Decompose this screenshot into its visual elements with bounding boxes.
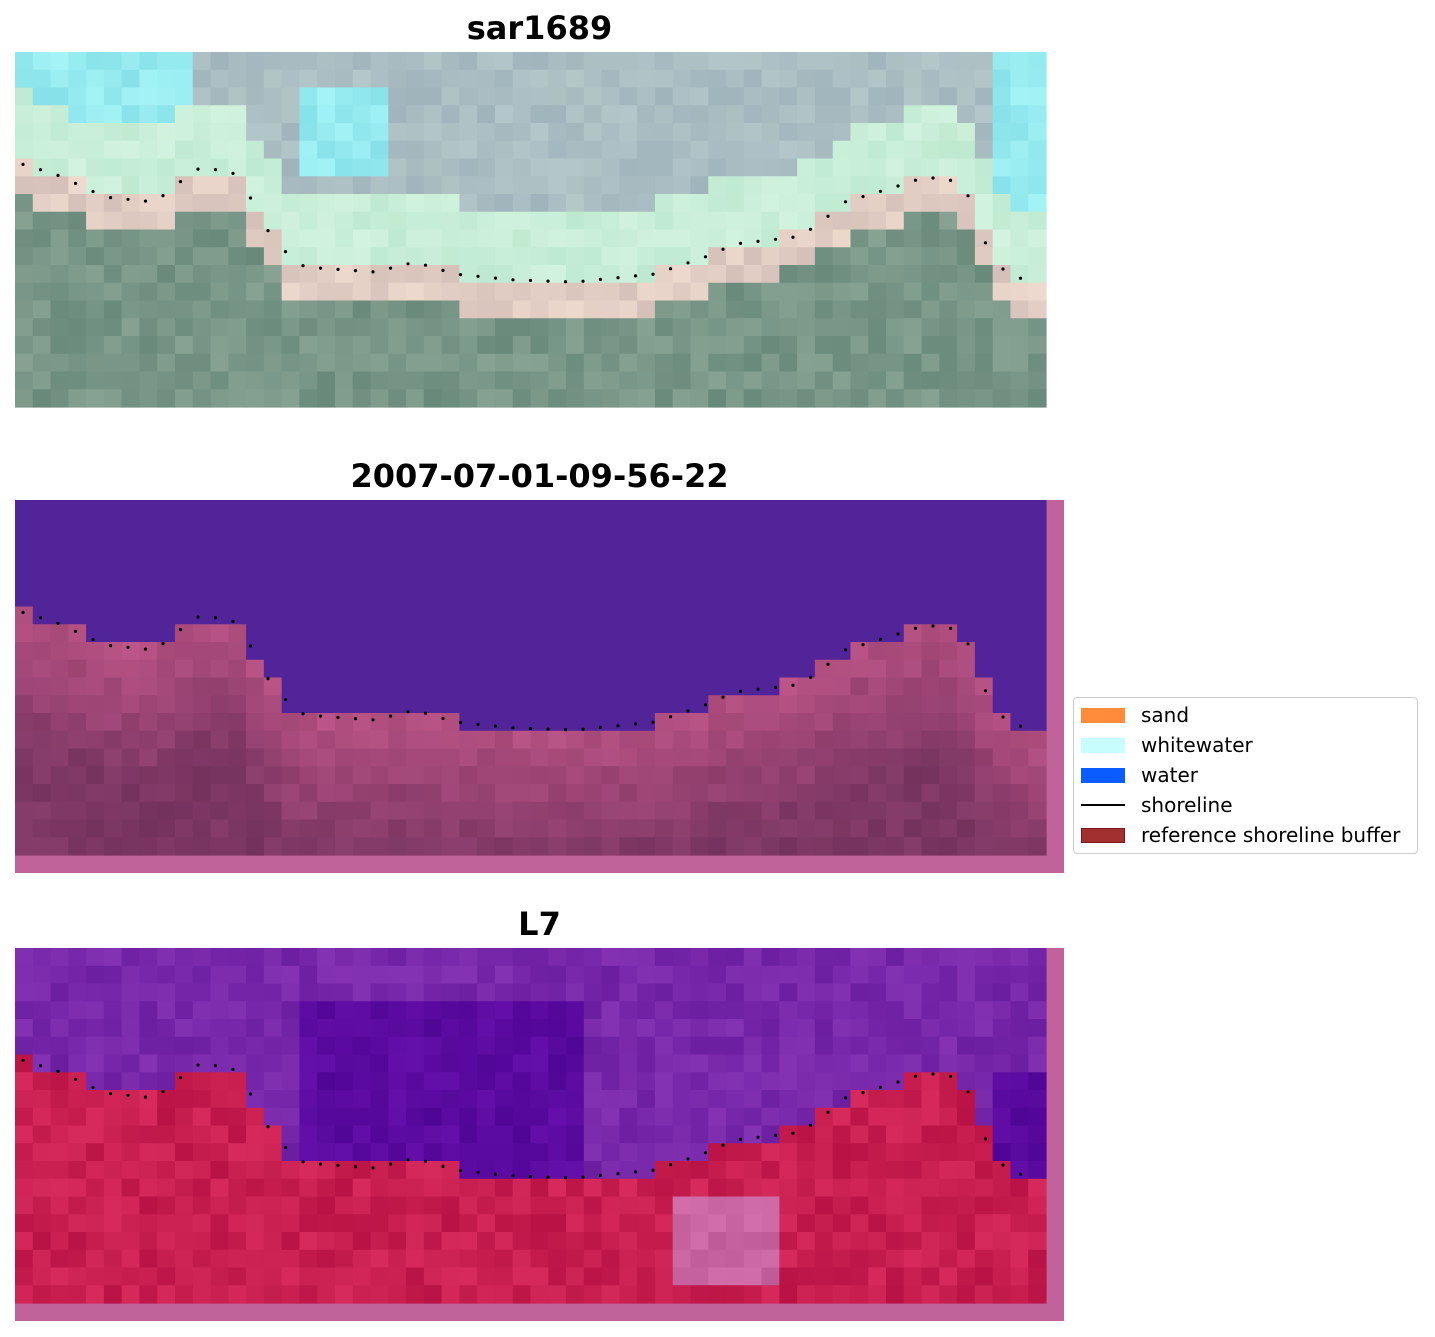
legend: sand whitewater water shoreline referenc… [1073, 697, 1418, 854]
pixel-grid [15, 500, 1047, 856]
buffer-swatch [1081, 828, 1125, 843]
pixel-grid [15, 948, 1047, 1304]
legend-label-sand: sand [1141, 703, 1190, 727]
title-panel-2: 2007-07-01-09-56-22 [350, 457, 729, 495]
legend-label-shoreline: shoreline [1141, 793, 1233, 817]
legend-item-buffer: reference shoreline buffer [1074, 820, 1417, 850]
title-panel-1: sar1689 [466, 9, 613, 47]
image-panel-false-color [15, 948, 1064, 1321]
legend-label-water: water [1141, 763, 1198, 787]
shoreline-line-swatch [1081, 804, 1125, 806]
sand-swatch [1081, 708, 1125, 723]
title-panel-3: L7 [518, 905, 561, 943]
pixel-grid [15, 52, 1047, 408]
legend-item-shoreline: shoreline [1074, 790, 1417, 820]
image-panel-classified [15, 500, 1064, 873]
whitewater-swatch [1081, 738, 1125, 753]
shoreline-points [21, 1058, 1023, 1180]
shoreline-points [21, 162, 1023, 284]
image-panel-rgb [15, 52, 1047, 408]
legend-item-whitewater: whitewater [1074, 730, 1417, 760]
legend-label-buffer: reference shoreline buffer [1141, 823, 1401, 847]
water-swatch [1081, 768, 1125, 783]
shoreline-points [21, 610, 1023, 732]
legend-label-whitewater: whitewater [1141, 733, 1253, 757]
legend-item-sand: sand [1074, 700, 1417, 730]
legend-item-water: water [1074, 760, 1417, 790]
